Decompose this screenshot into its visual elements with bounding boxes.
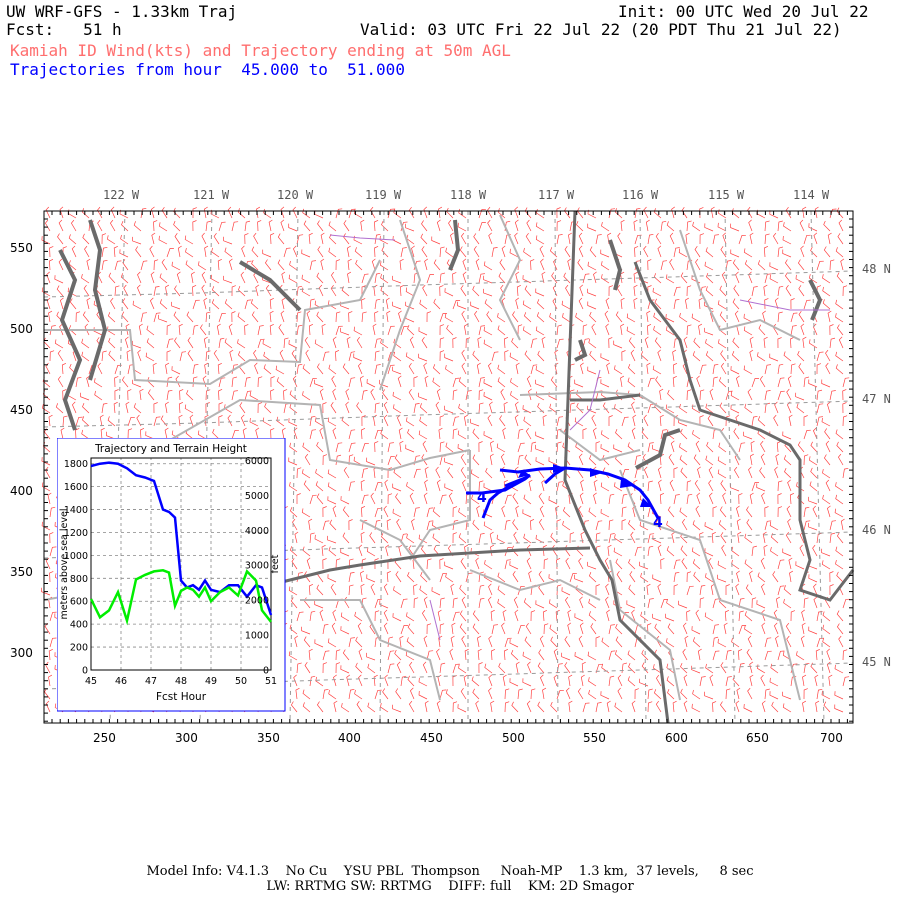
inset-title: Trajectory and Terrain Height <box>94 443 247 455</box>
lon-label: 120 W <box>277 188 314 202</box>
inset-left-tick: 1000 <box>64 551 88 562</box>
inset-left-tick: 600 <box>70 597 88 608</box>
inset-x-axis: 45 46 47 48 49 50 51 <box>85 676 277 687</box>
inset-x-tick: 45 <box>85 676 97 687</box>
trajectory-label-east: 4 <box>653 515 663 531</box>
inset-x-tick: 49 <box>205 676 217 687</box>
lon-label: 116 W <box>622 188 659 202</box>
lon-label: 115 W <box>708 188 745 202</box>
inset-left-tick: 400 <box>70 620 88 631</box>
inset-right-tick: 4000 <box>245 526 269 537</box>
map-frame-ticks <box>44 211 853 723</box>
inset-series <box>89 461 273 626</box>
lon-label: 118 W <box>450 188 487 202</box>
lat-label: 45 N <box>862 655 891 669</box>
terrain-height-line <box>89 569 272 626</box>
forecast-hour: Fcst: 51 h <box>6 20 122 39</box>
inset-left-tick: 1800 <box>64 459 88 470</box>
inset-left-tick: 1200 <box>64 528 88 539</box>
grid-x-tick: 650 <box>746 731 769 745</box>
grid-x-tick: 600 <box>665 731 688 745</box>
inset-x-axis-label: Fcst Hour <box>156 691 207 703</box>
inset-left-tick: 1400 <box>64 505 88 516</box>
inset-left-axis-label: meters above sea level <box>59 509 70 620</box>
coastline <box>58 219 823 470</box>
inset-left-tick: 0 <box>82 666 88 677</box>
inset-plot-frame <box>90 457 272 671</box>
inset-x-tick: 48 <box>175 676 187 687</box>
lon-label: 119 W <box>365 188 402 202</box>
grid-x-tick: 300 <box>175 731 198 745</box>
model-info: Model Info: V4.1.3 No Cu YSU PBL Thompso… <box>146 864 754 879</box>
lon-label: 122 W <box>103 188 140 202</box>
grid-y-tick: 400 <box>10 484 33 498</box>
lat-label: 46 N <box>862 523 891 537</box>
grid-x-tick: 500 <box>502 731 525 745</box>
grid-y-tick: 350 <box>10 565 33 579</box>
grid-y-tick: 450 <box>10 403 33 417</box>
model-physics: LW: RRTMG SW: RRTMG DIFF: full KM: 2D Sm… <box>266 879 634 894</box>
inset-x-tick: 50 <box>235 676 247 687</box>
map-subtitle-wind: Kamiah ID Wind(kts) and Trajectory endin… <box>10 41 511 60</box>
lon-label: 117 W <box>538 188 575 202</box>
water-features <box>329 234 830 641</box>
grid-x-tick: 550 <box>583 731 606 745</box>
trajectory-height-line <box>90 461 273 616</box>
inset-right-axis: 6000 5000 4000 3000 2000 1000 0 <box>245 456 269 677</box>
inset-x-tick: 51 <box>265 676 277 687</box>
grid-x-tick: 400 <box>338 731 361 745</box>
inset-right-tick: 1000 <box>245 631 269 642</box>
grid-y-tick: 550 <box>10 241 33 255</box>
trajectory-west <box>466 473 531 495</box>
inset-left-tick: 1600 <box>64 482 88 493</box>
title-line: UW WRF-GFS - 1.33km Traj <box>6 2 238 21</box>
lon-label: 121 W <box>193 188 230 202</box>
inset-left-axis: 1800 1600 1400 1200 1000 800 600 400 200 0 <box>64 459 88 676</box>
inset-right-tick: 6000 <box>245 456 269 467</box>
lat-label: 47 N <box>862 392 891 406</box>
inset-left-tick: 200 <box>70 643 88 654</box>
inset-x-tick: 47 <box>145 676 157 687</box>
trajectory-terrain-chart: Trajectory and Terrain Height 1800 1600 14… <box>57 438 286 712</box>
map-subtitle-trajectory: Trajectories from hour 45.000 to 51.000 <box>10 60 405 79</box>
grid-x-tick: 350 <box>257 731 280 745</box>
valid-time: Valid: 03 UTC Fri 22 Jul 22 (20 PDT Thu … <box>360 20 842 39</box>
grid-x-tick: 450 <box>420 731 443 745</box>
grid-x-tick: 250 <box>93 731 116 745</box>
grid-x-tick: 700 <box>820 731 843 745</box>
inset-right-tick: 2000 <box>245 596 269 607</box>
grid-y-tick: 300 <box>10 646 33 660</box>
trajectory-label-west: 4 <box>477 490 487 506</box>
state-boundaries <box>281 210 855 724</box>
inset-x-tick: 46 <box>115 676 127 687</box>
inset-right-tick: 0 <box>263 666 269 677</box>
init-time: Init: 00 UTC Wed 20 Jul 22 <box>618 2 869 21</box>
inset-right-tick: 5000 <box>245 491 269 502</box>
grid-y-tick: 500 <box>10 322 33 336</box>
inset-right-tick: 3000 <box>245 561 269 572</box>
lat-label: 48 N <box>862 262 891 276</box>
lon-label: 114 W <box>793 188 830 202</box>
map-frame <box>43 210 854 724</box>
inset-right-axis-label: feet <box>270 554 281 573</box>
inset-left-tick: 800 <box>70 574 88 585</box>
trajectory-arrows <box>518 464 652 507</box>
